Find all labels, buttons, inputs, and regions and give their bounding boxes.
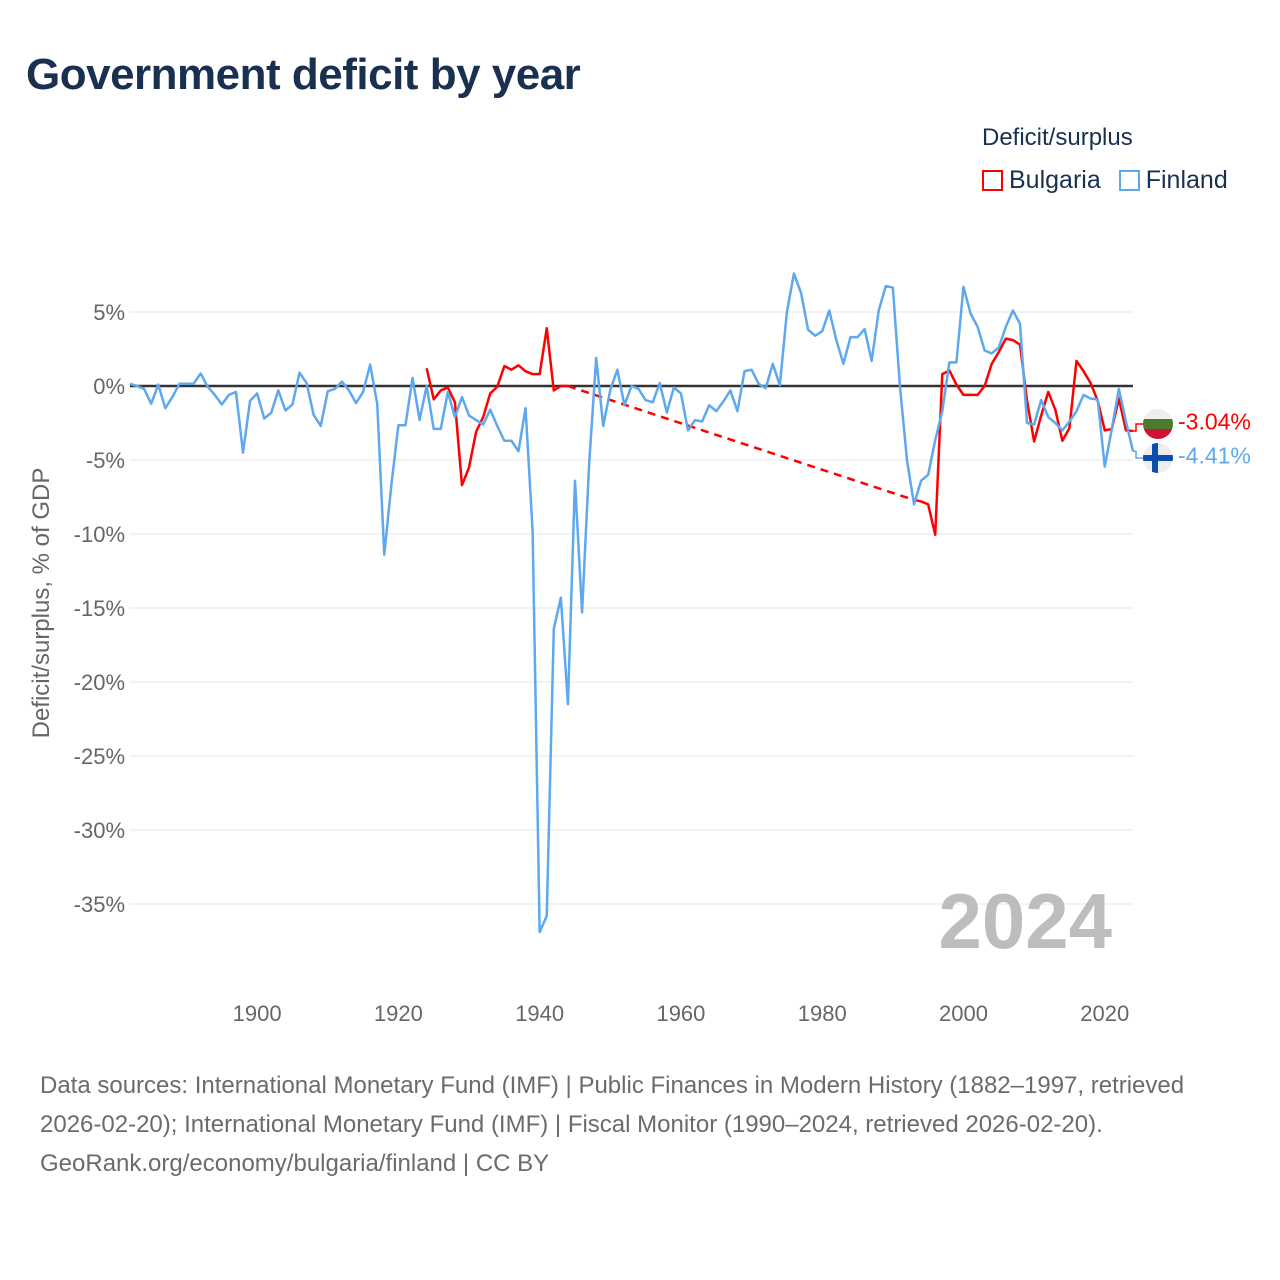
x-tick-label: 2000 — [939, 1001, 988, 1026]
legend-item-bulgaria[interactable]: Bulgaria — [982, 166, 1101, 195]
bulgaria-flag-icon — [1143, 409, 1173, 439]
legend-item-finland[interactable]: Finland — [1118, 166, 1228, 195]
y-tick-label: -5% — [86, 448, 125, 473]
legend-label: Finland — [1145, 166, 1228, 194]
y-tick-label: -10% — [74, 522, 125, 547]
footer: Data sources: International Monetary Fun… — [40, 1066, 1240, 1183]
y-tick-label: -30% — [74, 818, 125, 843]
x-tick-label: 1920 — [374, 1001, 423, 1026]
legend-label: Bulgaria — [1009, 166, 1101, 194]
data-sources: Data sources: International Monetary Fun… — [40, 1072, 1185, 1138]
x-tick-label: 1960 — [656, 1001, 705, 1026]
finland-flag-icon — [1143, 443, 1173, 473]
finland-line — [129, 272, 1135, 934]
y-tick-label: -35% — [74, 892, 125, 917]
bulgaria-gap-line — [567, 384, 915, 502]
x-tick-label: 1900 — [233, 1001, 282, 1026]
y-tick-label: -15% — [74, 596, 125, 621]
x-tick-label: 2020 — [1080, 1001, 1129, 1026]
chart-title: Government deficit by year — [26, 50, 581, 99]
finland-end-label: -4.41% — [1178, 442, 1251, 469]
y-tick-label: 0% — [93, 374, 125, 399]
bulgaria-end-label: -3.04% — [1178, 408, 1251, 435]
legend-title: Deficit/surplus — [982, 124, 1133, 151]
x-tick-label: 1940 — [515, 1001, 564, 1026]
y-axis-label: Deficit/surplus, % of GDP — [28, 467, 55, 739]
credit-link[interactable]: GeoRank.org/economy/bulgaria/finland | C… — [40, 1150, 550, 1177]
bulgaria-line — [425, 327, 568, 487]
legend-swatch-bulgaria — [982, 170, 1003, 191]
finland-label-connector — [1133, 450, 1145, 459]
x-tick-label: 1980 — [798, 1001, 847, 1026]
current-year-watermark: 2024 — [938, 877, 1112, 965]
legend-swatch-finland — [1118, 170, 1140, 191]
legend: Bulgaria Finland — [982, 166, 1246, 195]
bulgaria-label-connector — [1133, 423, 1145, 432]
y-tick-label: -25% — [74, 744, 125, 769]
y-tick-label: 5% — [93, 300, 125, 325]
y-tick-label: -20% — [74, 670, 125, 695]
